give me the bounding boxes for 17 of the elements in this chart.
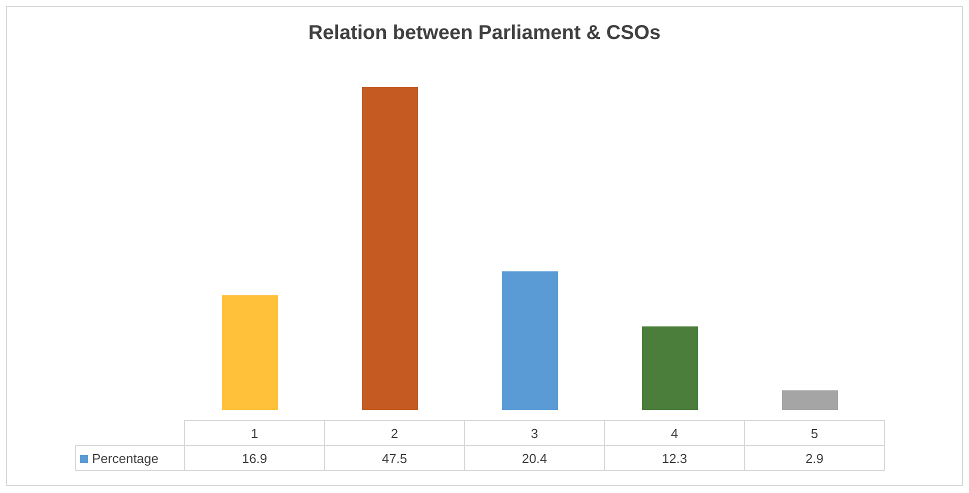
legend-label: Percentage: [76, 446, 184, 470]
x-tick-label: 1: [184, 420, 324, 446]
bar: [642, 326, 698, 410]
x-tick-label: 3: [464, 420, 604, 446]
data-label: 47.5: [324, 446, 464, 470]
data-label: 20.4: [464, 446, 604, 470]
bar: [362, 87, 418, 410]
bar: [502, 271, 558, 410]
data-label: 16.9: [184, 446, 324, 470]
bar: [782, 390, 838, 410]
x-tick-label: 4: [604, 420, 744, 446]
x-tick-label: 2: [324, 420, 464, 446]
bar: [222, 295, 278, 410]
data-label: 12.3: [604, 446, 744, 470]
x-tick-label: 5: [744, 420, 884, 446]
data-label: 2.9: [744, 446, 884, 470]
chart-title: Relation between Parliament & CSOs: [308, 22, 661, 44]
